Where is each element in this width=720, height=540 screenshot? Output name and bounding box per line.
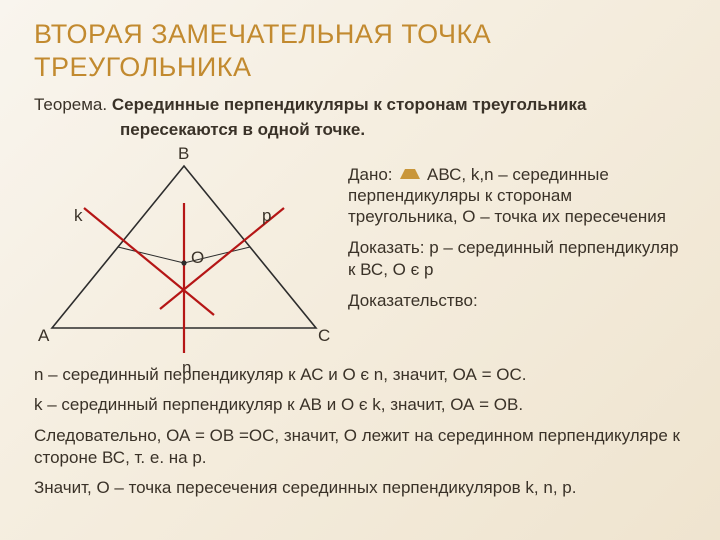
right-notes: Дано: АВС, k,n – серединные перпендикуля… <box>348 148 686 312</box>
proof-label: Доказательство: <box>348 291 478 310</box>
label-o: О <box>191 248 204 268</box>
proof: n – серединный перпендикуляр к АС и О є … <box>34 364 686 500</box>
theorem-line2: пересекаются в одной точке. <box>34 120 686 140</box>
label-p: p <box>262 206 271 226</box>
label-k: k <box>74 206 83 226</box>
point-o <box>181 260 186 265</box>
theorem-line1: Серединные перпендикуляры к сторонам тре… <box>112 95 587 114</box>
segment-o-midab <box>118 247 184 263</box>
prove-block: Доказать: р – серединный перпендикуляр к… <box>348 237 686 280</box>
label-b: В <box>178 144 189 164</box>
given-body: АВС, k,n – серединные перпендикуляры к с… <box>348 165 666 227</box>
triangle-figure: А В С О k p n <box>34 148 334 358</box>
theorem: Теорема. Серединные перпендикуляры к сто… <box>34 94 686 116</box>
theorem-lead: Теорема. <box>34 95 107 114</box>
prove-label: Доказать: <box>348 238 424 257</box>
label-n: n <box>182 358 191 378</box>
proof-p2: k – серединный перпендикуляр к АВ и О є … <box>34 394 686 416</box>
proof-p1: n – серединный перпендикуляр к АС и О є … <box>34 364 686 386</box>
proof-p3: Следовательно, ОА = ОВ =ОС, значит, О ле… <box>34 425 686 470</box>
label-c: С <box>318 326 330 346</box>
figure-svg <box>34 148 334 358</box>
content-row: А В С О k p n Дано: АВС, k,n – серединны… <box>34 148 686 358</box>
page-title: ВТОРАЯ ЗАМЕЧАТЕЛЬНАЯ ТОЧКА ТРЕУГОЛЬНИКА <box>34 18 686 84</box>
label-a: А <box>38 326 49 346</box>
proof-p4: Значит, О – точка пересечения серединных… <box>34 477 686 499</box>
triangle-icon <box>400 159 420 179</box>
given-block: Дано: АВС, k,n – серединные перпендикуля… <box>348 160 686 228</box>
given-label: Дано: <box>348 165 393 184</box>
slide: ВТОРАЯ ЗАМЕЧАТЕЛЬНАЯ ТОЧКА ТРЕУГОЛЬНИКА … <box>0 0 720 540</box>
